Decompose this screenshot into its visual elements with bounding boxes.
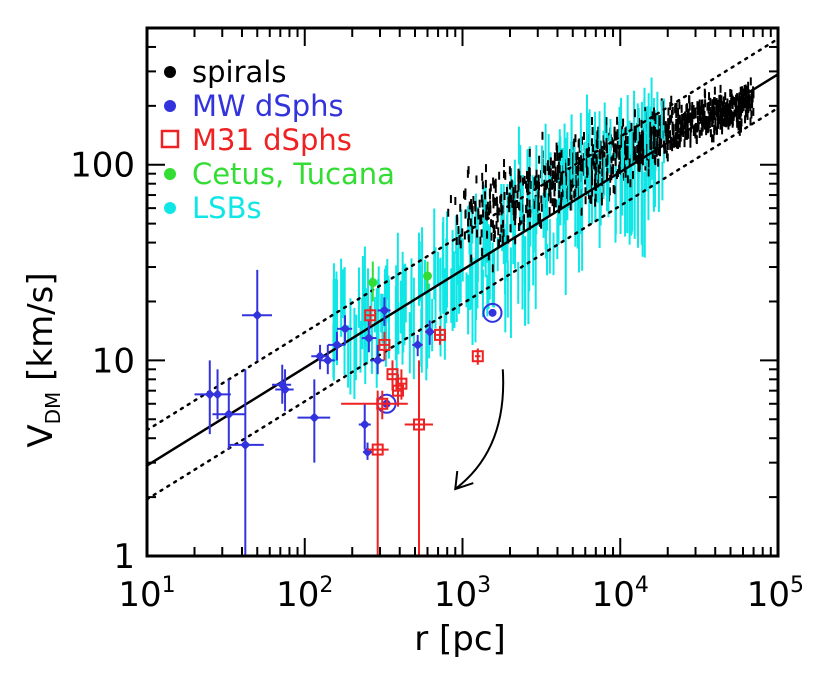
legend-marker [164, 202, 176, 214]
y-tick-label: 10 [92, 341, 135, 381]
marker [340, 323, 351, 334]
marker [240, 439, 251, 450]
legend-label: M31 dSphs [192, 123, 352, 157]
marker [433, 328, 446, 341]
x-axis-title: r [pc] [414, 619, 506, 659]
x-tick-label: 102 [276, 573, 333, 615]
mw-dsphs-point [271, 364, 292, 404]
mw-dsphs-point [212, 379, 246, 450]
m31-dsphs-point [433, 325, 446, 345]
legend-label: spirals [192, 55, 286, 89]
marker [212, 389, 223, 400]
data-points-layer [194, 261, 503, 556]
m31-dsphs-point [404, 360, 433, 556]
mw-dsphs-point [241, 269, 272, 361]
annotation-arrow-head [454, 470, 474, 491]
marker [423, 271, 433, 281]
x-tick-label: 104 [592, 573, 649, 615]
m31-dsphs-point [341, 390, 408, 420]
marker [395, 377, 408, 390]
legend-item-mw-dsphs: MW dSphs [164, 89, 344, 123]
marker [252, 310, 263, 321]
y-tick-label: 100 [70, 146, 135, 186]
m31-dsphs-point [378, 331, 391, 361]
m31-dsphs-point [367, 390, 389, 556]
marker [412, 339, 423, 350]
mw-dsphs-point [297, 379, 331, 463]
annotation-arrow-shaft [454, 369, 505, 490]
legend-item-lsbs: LSBs [164, 191, 262, 225]
marker [391, 384, 404, 397]
legend-label: MW dSphs [192, 89, 344, 123]
mw-dsphs-circled-point [482, 302, 503, 323]
mw-dsphs-point [412, 334, 423, 357]
x-tick-label: 101 [118, 573, 175, 615]
mw-dsphs-point [370, 344, 385, 375]
mw-dsphs-point [358, 403, 371, 450]
cetus-tucana-point [423, 261, 433, 290]
marker [359, 419, 370, 430]
marker [223, 409, 234, 420]
reference-line-upper [145, 37, 780, 432]
marker [371, 443, 384, 456]
mw-dsphs-point [361, 320, 377, 353]
reference-lines-layer [145, 37, 780, 501]
marker [315, 351, 326, 362]
mw-dsphs-point [336, 315, 353, 345]
y-tick-label: 1 [113, 537, 135, 577]
m31-dsphs-point [395, 369, 408, 400]
y-axis-title-unit: [km/s] [21, 272, 61, 381]
reference-line-fit [145, 73, 780, 467]
marker [376, 397, 389, 410]
marker [322, 355, 333, 366]
cetus-tucana-point [368, 261, 378, 302]
reference-line-lower [145, 106, 780, 501]
legend-item-m31-dsphs: M31 dSphs [160, 123, 352, 157]
marker-ring [482, 302, 503, 323]
marker [309, 412, 320, 423]
x-tick-label: 103 [434, 573, 491, 615]
marker [372, 355, 383, 366]
mw-dsphs-point [204, 369, 231, 420]
mw-dsphs-point [327, 331, 346, 361]
mw-dsphs-point [228, 369, 264, 556]
x-tick-label: 105 [747, 573, 804, 615]
legend-marker [164, 66, 176, 78]
y-axis-title: VDM [km/s] [21, 272, 65, 447]
marker [424, 326, 435, 337]
mw-dsphs-point [424, 320, 435, 345]
y-axis-title-sub: DM [41, 392, 65, 425]
legend-label: LSBs [192, 191, 262, 225]
y-axis-title-main: V [21, 424, 61, 447]
marker [379, 305, 390, 316]
legend-marker [164, 168, 176, 180]
marker [364, 309, 377, 322]
mw-dsphs-point [377, 297, 391, 326]
legend-label: Cetus, Tucana [192, 157, 395, 191]
scatter-cloud-layer [332, 77, 755, 400]
marker [280, 384, 291, 395]
marker [471, 350, 484, 363]
annotation-layer [454, 369, 505, 491]
marker [413, 418, 426, 431]
svg-text:VDM [km/s]: VDM [km/s] [21, 272, 65, 447]
m31-dsphs-point [471, 348, 484, 365]
marker [378, 338, 391, 351]
marker [363, 333, 374, 344]
marker [488, 308, 497, 317]
marker [368, 278, 378, 288]
mw-dsphs-point [320, 344, 335, 375]
mw-dsphs-point [311, 344, 328, 370]
mw-dsphs-point [275, 369, 294, 412]
m31-dsphs-point [364, 305, 377, 326]
legend-marker [164, 100, 176, 112]
legend-item-spirals: spirals [164, 55, 286, 89]
axes-layer: 101 102 103 104 105 1 10 100 [70, 27, 804, 615]
marker [331, 339, 342, 350]
legend-item-cetus-tucana: Cetus, Tucana [164, 157, 395, 191]
legend-marker [160, 129, 180, 149]
